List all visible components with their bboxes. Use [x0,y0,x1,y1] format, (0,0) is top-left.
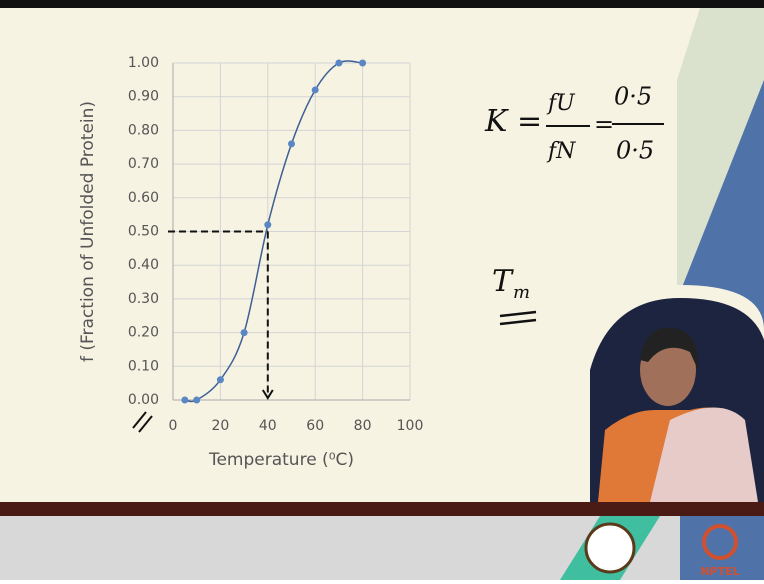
x-tick-label: 40 [259,418,277,434]
k: K = [484,104,542,139]
y-tick-label: 0.30 [128,291,159,307]
point [241,329,248,336]
point [264,221,271,228]
y-tick-label: 0.60 [128,190,159,206]
point [288,140,295,147]
x-tick-label: 100 [397,418,424,434]
y-tick-label: 0.50 [128,224,159,240]
equals: = [594,111,614,139]
y-tick-label: 0.00 [128,392,159,408]
fraction-bottom: 0·5 [616,137,654,165]
point [217,376,224,383]
slide: NPTEL 0.00 0.10 0.20 0.30 0.40 0.50 0.60 0.70 0.… [0,0,764,580]
y-tick-label: 0.80 [128,122,159,138]
y-axis-label: f (Fraction of Unfolded Protein) [78,101,98,362]
y-tick-label: 0.40 [128,257,159,273]
point [359,60,366,67]
band [0,502,764,516]
logo [586,524,634,572]
fraction-bottom: fN [546,139,576,164]
x-tick-label: 20 [211,418,229,434]
logo-text: NPTEL [700,565,739,578]
x-tick-label: 80 [354,418,372,434]
fraction-top: 0·5 [614,83,652,111]
y-tick-label: 0.10 [128,358,159,374]
fraction-top: fU [546,91,576,116]
x-tick-label: 0 [169,418,178,434]
tm-sub: m [513,282,530,303]
x-tick-label: 60 [306,418,324,434]
point [312,86,319,93]
tm-base: T [492,264,514,299]
point [181,397,188,404]
y-tick-label: 0.90 [128,89,159,105]
point [193,397,200,404]
y-tick-label: 0.70 [128,156,159,172]
y-tick-label: 0.20 [128,325,159,341]
x-axis-label: Temperature (⁰C) [208,450,354,470]
y-tick-label: 1.00 [128,55,159,71]
point [335,60,342,67]
